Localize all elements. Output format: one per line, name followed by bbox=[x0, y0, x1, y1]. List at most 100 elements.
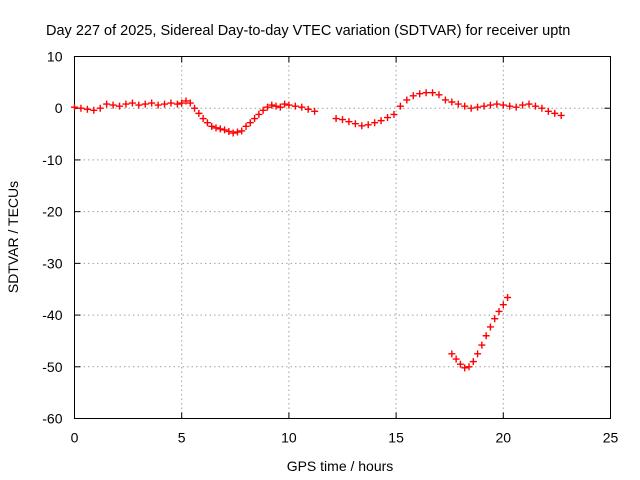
y-tick-label: 0 bbox=[55, 100, 63, 116]
data-point bbox=[216, 125, 224, 133]
x-tick-label: 10 bbox=[281, 430, 297, 446]
data-point bbox=[221, 126, 229, 134]
data-point bbox=[435, 91, 443, 99]
data-point bbox=[441, 96, 449, 104]
y-tick-label: -30 bbox=[42, 255, 62, 271]
data-point bbox=[272, 102, 280, 110]
data-point bbox=[141, 100, 149, 108]
data-point bbox=[154, 101, 162, 109]
data-point bbox=[506, 102, 514, 110]
data-point bbox=[493, 100, 501, 108]
data-point bbox=[182, 97, 190, 105]
data-point bbox=[351, 120, 359, 128]
data-point bbox=[186, 99, 194, 107]
data-point bbox=[495, 307, 503, 315]
data-point bbox=[291, 102, 299, 110]
data-point bbox=[109, 101, 117, 109]
data-point bbox=[281, 100, 289, 108]
data-point bbox=[371, 119, 379, 127]
data-point bbox=[229, 129, 237, 137]
data-point bbox=[276, 103, 284, 111]
data-point bbox=[285, 101, 293, 109]
data-point bbox=[538, 104, 546, 112]
data-point bbox=[486, 323, 494, 331]
data-point bbox=[403, 96, 411, 104]
data-points bbox=[71, 89, 565, 372]
data-point bbox=[212, 124, 220, 132]
data-point bbox=[519, 101, 527, 109]
data-point bbox=[551, 109, 559, 117]
data-point bbox=[268, 101, 276, 109]
data-point bbox=[161, 100, 169, 108]
data-point bbox=[203, 119, 211, 127]
data-point bbox=[263, 103, 271, 111]
y-tick-label: -50 bbox=[42, 359, 62, 375]
data-point bbox=[255, 110, 263, 118]
data-point bbox=[456, 360, 464, 368]
data-point bbox=[358, 122, 366, 130]
data-point bbox=[122, 100, 130, 108]
data-point bbox=[461, 364, 469, 372]
data-point bbox=[195, 109, 203, 117]
data-point bbox=[452, 355, 460, 363]
data-point bbox=[467, 104, 475, 112]
data-point bbox=[512, 103, 520, 111]
y-tick-label: 10 bbox=[47, 49, 63, 65]
data-point bbox=[499, 101, 507, 109]
x-tick-label: 15 bbox=[388, 430, 404, 446]
data-point bbox=[504, 293, 512, 301]
data-point bbox=[238, 127, 246, 135]
data-point bbox=[396, 102, 404, 110]
axis-ticks: 0 5 10 15 20 25 10 0 -10 -20 -30 -40 -50 -60 bbox=[42, 49, 618, 446]
data-point bbox=[251, 115, 259, 123]
series-late bbox=[448, 293, 512, 372]
data-point bbox=[491, 315, 499, 323]
y-axis-label: SDTVAR / TECUs bbox=[5, 181, 21, 293]
data-point bbox=[71, 103, 78, 111]
data-point bbox=[304, 105, 312, 113]
data-point bbox=[246, 119, 254, 127]
data-point bbox=[332, 115, 340, 123]
series-main bbox=[71, 97, 319, 137]
data-point bbox=[167, 99, 175, 107]
data-point bbox=[178, 99, 186, 107]
y-tick-label: -20 bbox=[42, 204, 62, 220]
data-point bbox=[448, 98, 456, 106]
data-point bbox=[480, 102, 488, 110]
data-point bbox=[364, 121, 372, 129]
x-tick-label: 25 bbox=[603, 430, 619, 446]
data-point bbox=[173, 100, 181, 108]
data-point bbox=[128, 99, 136, 107]
data-point bbox=[339, 116, 346, 124]
data-point bbox=[525, 100, 533, 108]
data-point bbox=[422, 89, 430, 97]
data-point bbox=[384, 114, 392, 122]
data-point bbox=[482, 332, 490, 340]
data-point bbox=[465, 363, 473, 371]
data-point bbox=[557, 111, 565, 119]
data-point bbox=[544, 107, 552, 115]
x-tick-label: 0 bbox=[71, 430, 79, 446]
data-point bbox=[225, 127, 233, 135]
data-point bbox=[242, 122, 250, 130]
data-point bbox=[345, 118, 353, 126]
x-tick-label: 20 bbox=[496, 430, 512, 446]
data-point bbox=[199, 115, 207, 123]
data-point bbox=[478, 341, 486, 349]
data-point bbox=[409, 92, 417, 100]
chart-title: Day 227 of 2025, Sidereal Day-to-day VTE… bbox=[46, 23, 570, 39]
x-axis-label: GPS time / hours bbox=[287, 458, 394, 474]
data-point bbox=[377, 117, 385, 125]
y-tick-label: -40 bbox=[42, 307, 62, 323]
data-point bbox=[429, 89, 437, 97]
plot-frame bbox=[74, 56, 611, 419]
grid-lines bbox=[74, 56, 611, 419]
data-point bbox=[77, 104, 85, 112]
data-point bbox=[298, 103, 306, 111]
data-point bbox=[259, 106, 267, 114]
data-point bbox=[486, 101, 494, 109]
data-point bbox=[90, 106, 98, 114]
y-tick-label: -60 bbox=[42, 411, 62, 427]
data-point bbox=[454, 100, 462, 108]
